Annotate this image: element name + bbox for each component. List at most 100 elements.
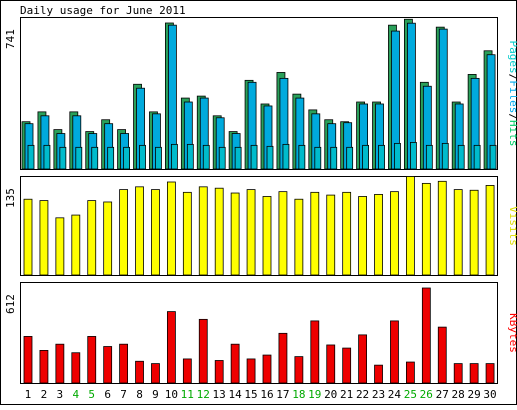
- x-tick-label-day-24: 24: [388, 388, 402, 401]
- bar-pages-day-24: [394, 142, 401, 170]
- x-tick-label-day-13: 13: [213, 388, 226, 401]
- bar-kbytes-day-7: [119, 343, 128, 384]
- bar-pages-day-2: [43, 144, 51, 170]
- bar-pages-day-10: [170, 143, 178, 170]
- bar-kbytes-day-22: [358, 334, 368, 384]
- bar-pages-day-3: [59, 146, 67, 170]
- x-tick-label-day-20: 20: [324, 388, 337, 401]
- bar-visits-day-29: [469, 189, 479, 276]
- bar-pages-day-15: [250, 144, 258, 170]
- bar-visits-day-26: [421, 182, 431, 276]
- bar-kbytes-day-24: [390, 320, 399, 384]
- bar-pages-day-25: [409, 142, 417, 170]
- x-tick-label-day-27: 27: [436, 388, 449, 401]
- bar-visits-day-14: [230, 192, 240, 276]
- bar-pages-day-17: [282, 143, 290, 170]
- bar-visits-day-5: [87, 200, 97, 276]
- bar-pages-day-26: [425, 144, 433, 170]
- x-tick-label-day-3: 3: [57, 388, 64, 401]
- bar-kbytes-day-26: [421, 287, 431, 384]
- bar-kbytes-day-13: [214, 360, 224, 384]
- x-tick-label-day-4: 4: [72, 388, 79, 401]
- bar-kbytes-day-28: [453, 363, 463, 384]
- y-max-label-hits: 741: [4, 29, 17, 49]
- x-tick-label-day-29: 29: [467, 388, 480, 401]
- bar-visits-day-23: [374, 193, 383, 276]
- legend-visits: Visits: [507, 206, 517, 246]
- bar-visits-day-28: [453, 189, 463, 276]
- bar-visits-day-25: [405, 176, 415, 276]
- x-tick-label-day-17: 17: [276, 388, 289, 401]
- bar-kbytes-day-21: [342, 347, 352, 384]
- legend-part-visits-0: Visits: [507, 206, 517, 246]
- bar-pages-day-12: [202, 144, 210, 170]
- bar-visits-day-3: [55, 217, 65, 276]
- panel-frame-kbytes: [20, 282, 498, 384]
- bar-pages-day-8: [139, 144, 146, 170]
- bar-kbytes-day-10: [166, 311, 176, 384]
- bar-kbytes-day-12: [198, 318, 208, 384]
- bar-visits-day-9: [151, 189, 160, 276]
- bar-kbytes-day-1: [23, 336, 33, 384]
- x-tick-label-day-10: 10: [165, 388, 178, 401]
- bar-visits-day-7: [119, 189, 128, 276]
- bar-kbytes-day-30: [485, 363, 495, 384]
- bar-pages-day-28: [457, 144, 465, 170]
- x-tick-label-day-11: 11: [181, 388, 194, 401]
- bar-pages-day-23: [378, 144, 385, 170]
- x-tick-label-day-16: 16: [260, 388, 273, 401]
- legend-part-hits-3: /: [507, 113, 517, 120]
- legend-part-kbytes-0: KBytes: [507, 313, 517, 353]
- panel-frame-hits: [20, 17, 498, 170]
- x-tick-label-day-21: 21: [340, 388, 353, 401]
- bar-kbytes-day-11: [182, 358, 192, 384]
- bar-kbytes-day-3: [55, 343, 65, 384]
- bar-visits-day-1: [23, 198, 33, 276]
- bar-visits-day-2: [39, 200, 49, 276]
- bar-visits-day-20: [326, 194, 336, 276]
- legend-hits: Pages/Files/Hits: [507, 41, 517, 147]
- bar-kbytes-day-29: [469, 363, 479, 384]
- bar-pages-day-30: [489, 144, 497, 170]
- panel-frame-visits: [20, 176, 498, 276]
- bar-pages-day-22: [362, 144, 370, 170]
- bar-kbytes-day-8: [135, 360, 144, 384]
- bar-pages-day-27: [441, 142, 449, 170]
- bar-visits-day-10: [166, 181, 176, 276]
- x-tick-label-day-25: 25: [404, 388, 417, 401]
- bar-visits-day-4: [71, 214, 81, 276]
- x-tick-label-day-2: 2: [41, 388, 48, 401]
- legend-part-hits-0: Pages: [507, 41, 517, 74]
- bar-visits-day-21: [342, 191, 352, 276]
- x-tick-label-day-14: 14: [228, 388, 242, 401]
- bar-visits-day-18: [294, 198, 304, 276]
- bar-kbytes-day-25: [405, 361, 415, 384]
- bar-pages-day-1: [27, 144, 35, 170]
- x-tick-label-day-19: 19: [308, 388, 321, 401]
- x-tick-label-day-9: 9: [152, 388, 159, 401]
- bar-kbytes-day-19: [310, 320, 320, 384]
- bar-kbytes-day-18: [294, 356, 304, 384]
- bar-visits-day-15: [246, 189, 256, 276]
- x-axis-labels: 1 2 3 4 5 6 7 8 9 10 11 12 13 14 15 16 17 18 19 20 21 22 23 24 2…: [25, 388, 497, 401]
- bar-kbytes-day-23: [374, 364, 383, 384]
- x-tick-label-day-22: 22: [356, 388, 369, 401]
- bar-kbytes-day-6: [103, 346, 113, 384]
- bar-pages-day-6: [107, 146, 115, 170]
- x-tick-label-day-8: 8: [136, 388, 143, 401]
- bar-pages-day-4: [75, 146, 83, 170]
- x-tick-label-day-26: 26: [420, 388, 433, 401]
- legend-part-hits-2: Files: [507, 80, 517, 113]
- bar-pages-day-13: [218, 146, 226, 170]
- x-tick-label-day-5: 5: [88, 388, 95, 401]
- bar-visits-day-17: [278, 191, 288, 276]
- panel-kbytes: 612 KBytes: [4, 282, 517, 384]
- bar-pages-day-18: [298, 144, 306, 170]
- bar-pages-day-19: [314, 146, 322, 170]
- bar-pages-day-29: [473, 144, 481, 170]
- bar-pages-day-14: [234, 146, 242, 170]
- y-max-label-visits: 135: [4, 188, 17, 208]
- bar-kbytes-day-5: [87, 336, 97, 384]
